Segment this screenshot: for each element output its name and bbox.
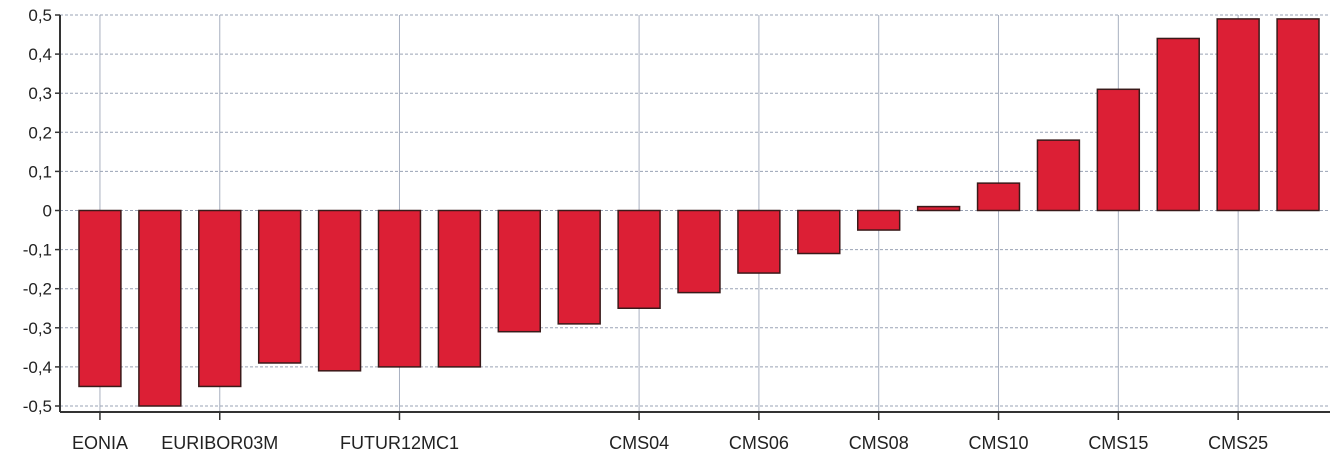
bar (1156, 37, 1200, 212)
y-tick-label: 0,5 (28, 6, 52, 25)
bar (317, 209, 362, 372)
bars (78, 18, 1320, 407)
x-tick-label: CMS25 (1208, 433, 1268, 453)
bar (557, 209, 601, 325)
bar (78, 209, 122, 388)
bar (677, 209, 721, 294)
bar (497, 209, 542, 333)
bar (1036, 139, 1081, 212)
bar (737, 209, 781, 274)
x-tick-label: EURIBOR03M (161, 433, 278, 453)
bar (1276, 18, 1320, 212)
y-tick-labels: 0,5 0,4 0,3 0,2 0,1 0 -0,1 -0,2 -0,3 -0,4 -0,5 (23, 6, 52, 416)
bar (257, 209, 302, 364)
x-tick-label: CMS08 (849, 433, 909, 453)
y-tick-label: 0,1 (28, 162, 52, 181)
bar (1216, 18, 1260, 212)
x-tick-label: CMS15 (1088, 433, 1148, 453)
bar (437, 209, 482, 368)
y-tick-label: 0,2 (28, 123, 52, 142)
y-tick-label: -0,4 (23, 358, 52, 377)
bar (617, 209, 661, 309)
y-tick-label: -0,2 (23, 280, 52, 299)
x-tick-label: CMS06 (729, 433, 789, 453)
y-tick-label: -0,5 (23, 397, 52, 416)
y-tick-label: -0,3 (23, 319, 52, 338)
x-tick-label: FUTUR12MC1 (340, 433, 459, 453)
x-tick-label: EONIA (72, 433, 128, 453)
bar (198, 209, 242, 388)
bar (1096, 88, 1141, 212)
y-tick-label: 0,4 (28, 45, 52, 64)
x-tick-label: CMS10 (969, 433, 1029, 453)
bar (797, 209, 841, 255)
x-tick-label: CMS04 (609, 433, 669, 453)
x-tick-labels: EONIA EURIBOR03M FUTUR12MC1 CMS04 CMS06 CMS08… (72, 412, 1268, 453)
y-tick-label: -0,1 (23, 241, 52, 260)
bar (138, 209, 182, 407)
bar (916, 205, 961, 212)
bar (856, 209, 901, 231)
y-tick-label: 0 (43, 202, 52, 221)
bar (377, 209, 422, 368)
y-tick-label: 0,3 (28, 84, 52, 103)
bar (976, 182, 1021, 212)
